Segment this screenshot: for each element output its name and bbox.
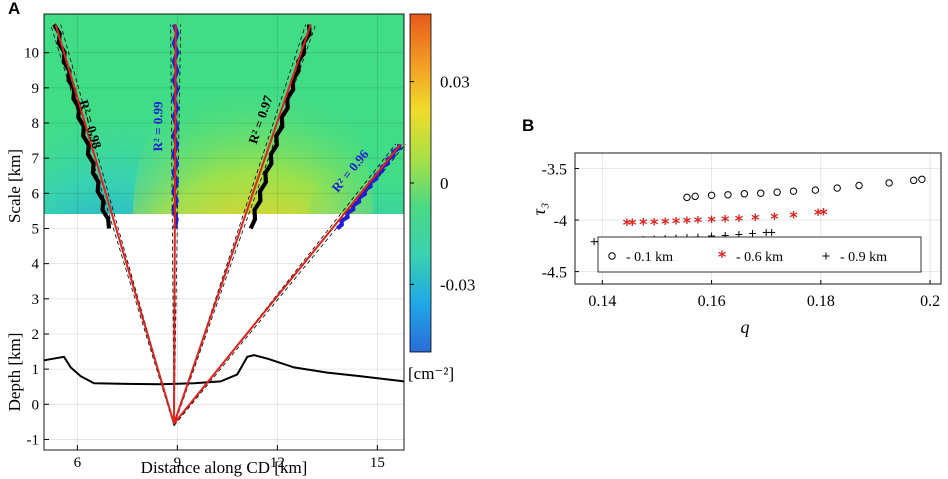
data-point [885,179,893,187]
scale-tick-label: 10 [24,46,39,62]
depth-tick-label: 4 [32,257,40,273]
data-point: * [721,212,730,231]
scale-tick-label: 6 [32,186,40,202]
regression-line [54,24,175,424]
heatmap [44,14,404,214]
scale-tick-label: 9 [32,81,40,97]
data-point [855,181,863,190]
x-tick-label: 0.16 [698,293,726,310]
data-point: * [751,210,760,229]
data-point: * [770,209,779,228]
depth-tick-label: 2 [32,327,40,343]
scale-tick-label: 8 [32,116,40,132]
regression-line [173,24,177,424]
data-point [918,175,926,184]
maxima-trace [52,23,112,229]
confidence-bound [173,143,406,426]
data-point: * [814,205,823,224]
regression-line [173,24,312,424]
data-point [833,184,841,192]
data-point: * [628,215,637,234]
data-point [789,187,798,195]
relief-profile [43,354,405,386]
legend-label: - 0.9 km [840,250,887,265]
panel-b-label: B [522,116,534,135]
x-tick-label: 0.18 [807,293,835,310]
legend-marker [822,252,830,260]
data-point [740,190,749,198]
maxima-trace [248,24,312,230]
data-point [811,186,820,194]
depth-tick-label: 3 [32,292,40,308]
positive-anomaly-right [133,54,373,214]
x-tick-label: 0.2 [920,293,940,310]
data-point [724,191,732,199]
colorbar-tick-label: 0 [440,174,449,193]
data-point [757,189,765,197]
data-point: * [672,214,681,233]
data-point [909,176,918,185]
confidence-bound [173,24,317,426]
panel-a-grid [44,14,404,450]
panel-b-x-axis-label: q [741,317,750,337]
data-point: * [661,214,670,233]
panel-a-x-axis-label: Distance along CD [km] [141,458,308,477]
panel-b: B ** * * * * * * * * * * * * ** 0.14 0.16 0.18 0.2-3.5-4… [522,116,942,337]
data-point: * [683,213,692,232]
x-tick-label: 12 [270,455,285,471]
data-point [707,191,716,199]
data-point: * [707,212,716,231]
panel-b-ticks: 0.14 0.16 0.18 0.2 -3.5 -4 -4.5 [542,161,940,310]
data-point: * [694,213,703,232]
x-tick-label: 15 [370,455,385,471]
data-point [773,188,781,196]
colorbar-tick-label: -0.03 [440,275,475,294]
panel-a-label: A [8,0,20,18]
depth-tick-label: 1 [32,362,40,378]
legend-marker: * [718,247,727,266]
x-tick-label: 0.14 [588,293,616,310]
legend-label: - 0.1 km [626,250,673,265]
data-point [683,193,691,202]
data-point: * [789,207,798,226]
data-point: * [819,204,828,223]
legend: - 0.1 km * - 0.6 km - 0.9 km [597,236,922,273]
fit-r2-label: R² = 0.99 [150,101,165,151]
data-point: * [650,215,659,234]
scale-tick-label: 7 [32,151,40,167]
colorbar-unit-label: [cm⁻²] [408,364,454,383]
scale-axis-label: Scale [km] [5,149,24,223]
data-point: * [639,215,648,234]
regression-line [173,143,402,425]
y-tick-label: -4 [554,213,567,230]
legend-box [597,236,922,273]
x-tick-label: 6 [74,455,82,471]
data-point: * [623,215,632,234]
panel-a-frame [43,13,405,451]
panel-b-y-axis-label: τ₃ [529,203,549,216]
legend-label: - 0.6 km [736,250,783,265]
y-tick-label: -3.5 [542,161,567,178]
legend-marker [608,252,616,260]
y-tick-label: -4.5 [542,265,567,282]
x-tick-label: 9 [174,455,182,471]
data-point [768,228,776,236]
data-point: * [735,211,744,230]
colorbar-ticks: 0.03 0 -0.03 [410,73,475,294]
scale-tick-label: 5 [32,221,40,237]
depth-tick-label: -1 [27,432,40,448]
colorbar-tick-label: 0.03 [440,73,470,92]
depth-tick-label: 0 [32,397,40,413]
data-point [749,229,757,237]
depth-axis-label: Depth [km] [5,333,24,412]
data-point [691,192,699,201]
